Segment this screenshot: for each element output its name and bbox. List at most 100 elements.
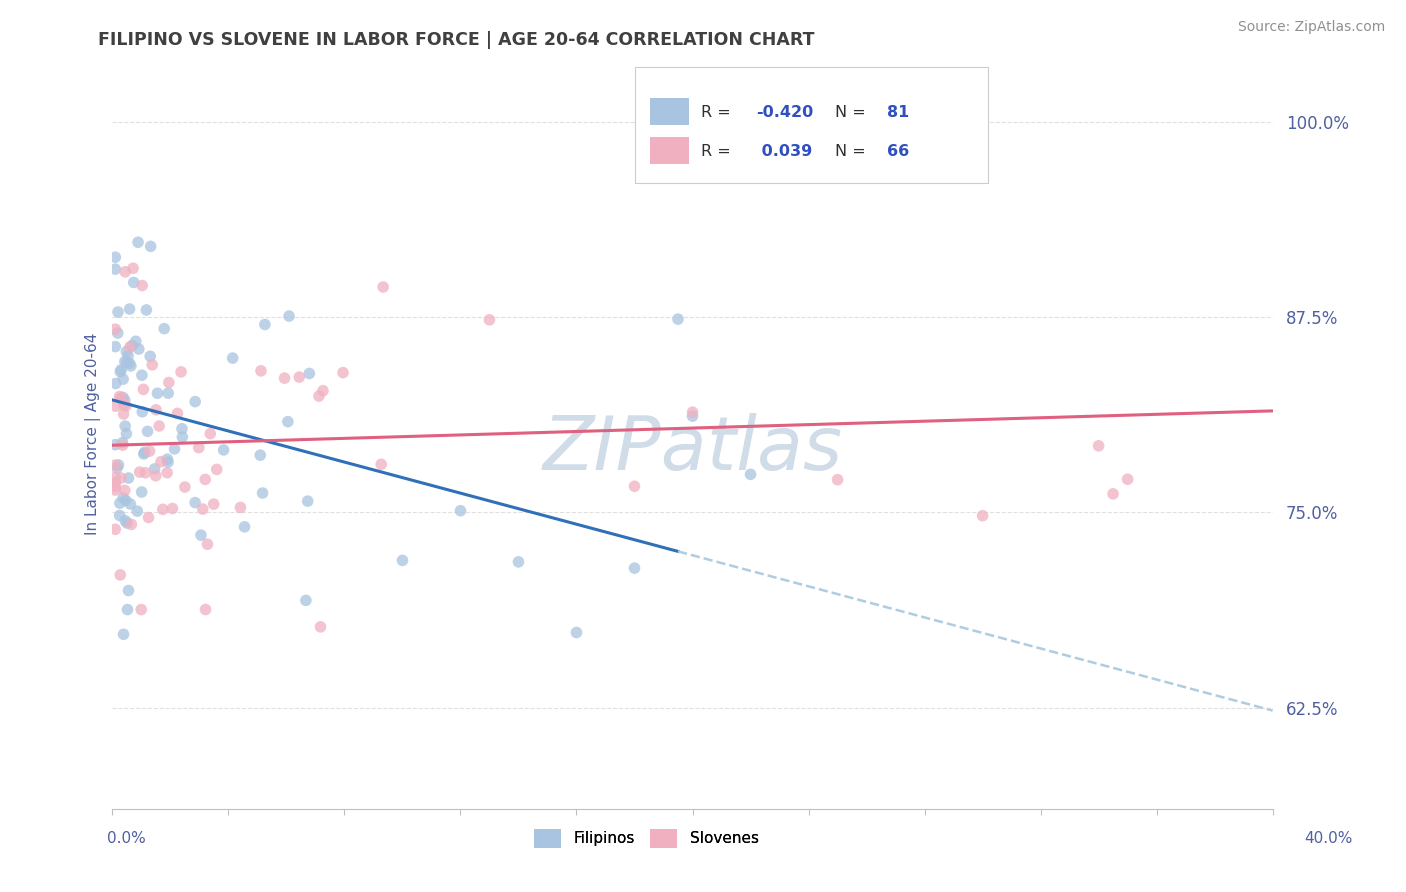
Point	[118, 301, 141, 316]
Point	[308, 389, 330, 403]
Point	[972, 508, 994, 523]
Point	[145, 468, 167, 483]
Point	[298, 367, 321, 381]
Point	[373, 280, 395, 294]
Point	[146, 386, 169, 401]
Point	[205, 462, 228, 476]
Point	[115, 344, 138, 359]
Point	[122, 276, 145, 290]
Point	[104, 483, 127, 497]
Point	[197, 537, 219, 551]
Point	[112, 372, 135, 386]
Point	[184, 394, 207, 409]
Point	[508, 555, 530, 569]
Point	[117, 349, 139, 363]
Point	[1087, 439, 1109, 453]
Point	[141, 358, 163, 372]
Point	[391, 553, 413, 567]
Point	[478, 313, 501, 327]
Point	[117, 471, 139, 485]
Text: R =: R =	[700, 145, 735, 160]
Point	[104, 470, 127, 484]
Point	[131, 485, 153, 500]
Point	[1116, 472, 1139, 486]
Point	[139, 239, 162, 253]
Point	[132, 447, 155, 461]
Point	[312, 384, 335, 398]
Point	[114, 483, 136, 498]
Point	[110, 365, 132, 379]
Point	[309, 620, 332, 634]
Point	[114, 493, 136, 508]
Point	[111, 391, 134, 405]
Point	[107, 326, 129, 340]
Point	[139, 349, 162, 363]
Text: 0.0%: 0.0%	[107, 831, 146, 846]
Point	[122, 261, 145, 276]
Point	[194, 472, 217, 486]
FancyBboxPatch shape	[650, 136, 689, 164]
Point	[138, 510, 160, 524]
Point	[332, 366, 354, 380]
Point	[134, 466, 156, 480]
Point	[163, 442, 186, 456]
Point	[121, 338, 143, 352]
Point	[114, 393, 136, 408]
Point	[250, 364, 273, 378]
Point	[114, 265, 136, 279]
Point	[131, 368, 153, 383]
Point	[297, 494, 319, 508]
Point	[157, 376, 180, 390]
Point	[112, 398, 135, 412]
Point	[125, 334, 148, 349]
Point	[682, 409, 704, 424]
Point	[150, 454, 173, 468]
Point	[129, 602, 152, 616]
Text: 40.0%: 40.0%	[1305, 831, 1353, 846]
Point	[565, 625, 588, 640]
Point	[190, 528, 212, 542]
Point	[110, 363, 132, 377]
Point	[278, 309, 301, 323]
Point	[110, 568, 132, 582]
Point	[623, 561, 645, 575]
Point	[111, 435, 134, 450]
Point	[132, 383, 155, 397]
Point	[104, 250, 127, 264]
Point	[118, 356, 141, 370]
Point	[187, 441, 209, 455]
Point	[107, 458, 129, 472]
FancyBboxPatch shape	[650, 98, 689, 125]
Point	[108, 496, 131, 510]
Point	[170, 422, 193, 436]
Point	[136, 425, 159, 439]
Point	[202, 497, 225, 511]
Text: Source: ZipAtlas.com: Source: ZipAtlas.com	[1237, 20, 1385, 34]
Text: 66: 66	[887, 145, 910, 160]
Point	[104, 376, 127, 391]
Point	[118, 340, 141, 354]
Point	[104, 262, 127, 277]
Point	[827, 473, 849, 487]
Point	[108, 390, 131, 404]
Text: -0.420: -0.420	[756, 105, 814, 120]
Point	[110, 391, 132, 405]
Point	[273, 371, 295, 385]
Point	[127, 504, 149, 518]
Point	[104, 340, 127, 354]
Point	[117, 583, 139, 598]
Point	[127, 235, 149, 250]
Point	[252, 486, 274, 500]
Point	[115, 426, 138, 441]
Point	[148, 419, 170, 434]
FancyBboxPatch shape	[634, 67, 988, 183]
Point	[108, 508, 131, 523]
Point	[253, 318, 276, 332]
Point	[1102, 487, 1125, 501]
Point	[104, 322, 127, 336]
Point	[105, 461, 128, 475]
Point	[682, 405, 704, 419]
Point	[104, 522, 127, 536]
Point	[115, 399, 138, 413]
Text: 81: 81	[887, 105, 910, 120]
